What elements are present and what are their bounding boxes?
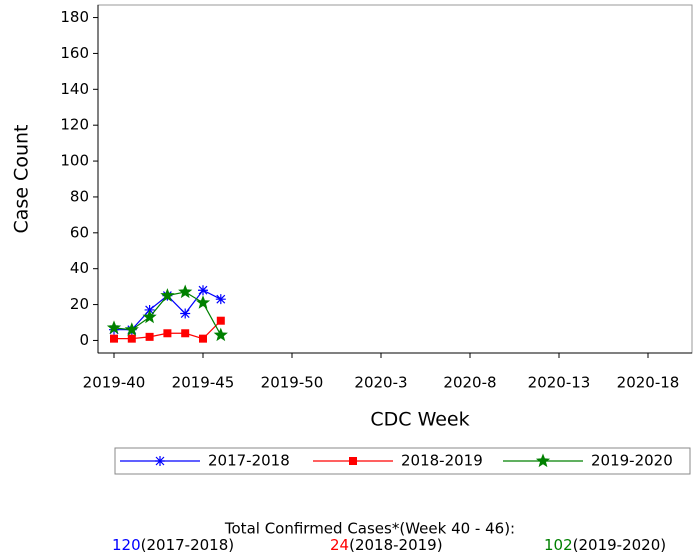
total-label: (2017-2018) xyxy=(141,536,234,554)
marker xyxy=(198,285,208,296)
marker xyxy=(145,332,154,341)
marker xyxy=(213,327,228,342)
legend-label: 2017-2018 xyxy=(208,452,290,470)
marker xyxy=(163,329,172,338)
y-tick-label: 40 xyxy=(70,259,89,277)
y-tick-label: 100 xyxy=(60,152,89,170)
marker xyxy=(127,334,136,343)
x-tick-label: 2019-45 xyxy=(172,374,235,392)
marker xyxy=(160,288,175,302)
footer-total: 102(2019-2020) xyxy=(544,536,666,554)
y-tick-label: 160 xyxy=(60,44,89,62)
legend-marker xyxy=(535,453,551,468)
marker xyxy=(124,322,139,336)
footer-title: Total Confirmed Cases*(Week 40 - 46): xyxy=(224,520,515,538)
marker xyxy=(178,284,193,299)
total-value: 102 xyxy=(544,536,573,554)
legend-marker xyxy=(349,457,357,465)
marker xyxy=(216,316,225,325)
marker xyxy=(110,334,118,343)
y-tick-label: 0 xyxy=(79,331,89,349)
footer-total: 120(2017-2018) xyxy=(112,536,234,554)
legend-marker xyxy=(155,456,165,466)
legend-label: 2018-2019 xyxy=(401,452,483,470)
marker xyxy=(195,295,211,309)
total-label: (2018-2019) xyxy=(349,536,442,554)
y-tick-label: 60 xyxy=(70,223,89,241)
total-label: (2019-2020) xyxy=(573,536,666,554)
x-tick-label: 2020-3 xyxy=(354,374,407,392)
x-tick-label: 2020-13 xyxy=(528,374,591,392)
legend-box xyxy=(114,447,691,475)
footer-total: 24(2018-2019) xyxy=(330,536,443,554)
legend-label: 2019-2020 xyxy=(591,452,673,470)
x-tick-label: 2020-8 xyxy=(443,374,496,392)
y-tick-label: 180 xyxy=(60,8,89,26)
marker xyxy=(142,309,157,324)
x-tick-label: 2019-50 xyxy=(261,374,324,392)
total-value: 24 xyxy=(330,536,349,554)
x-axis-title: CDC Week xyxy=(370,409,469,431)
y-tick-label: 140 xyxy=(60,80,89,98)
marker xyxy=(181,329,190,338)
y-tick-label: 80 xyxy=(70,187,89,205)
x-tick-label: 2019-40 xyxy=(83,374,146,392)
marker xyxy=(180,308,191,319)
y-tick-label: 20 xyxy=(70,295,89,313)
total-value: 120 xyxy=(112,536,141,554)
plot-frame xyxy=(97,4,693,354)
x-tick-label: 2020-18 xyxy=(617,374,680,392)
marker xyxy=(106,320,122,334)
marker xyxy=(215,294,226,305)
y-axis-title: Case Count xyxy=(11,125,33,234)
marker xyxy=(199,334,207,343)
y-tick-label: 120 xyxy=(60,116,89,134)
